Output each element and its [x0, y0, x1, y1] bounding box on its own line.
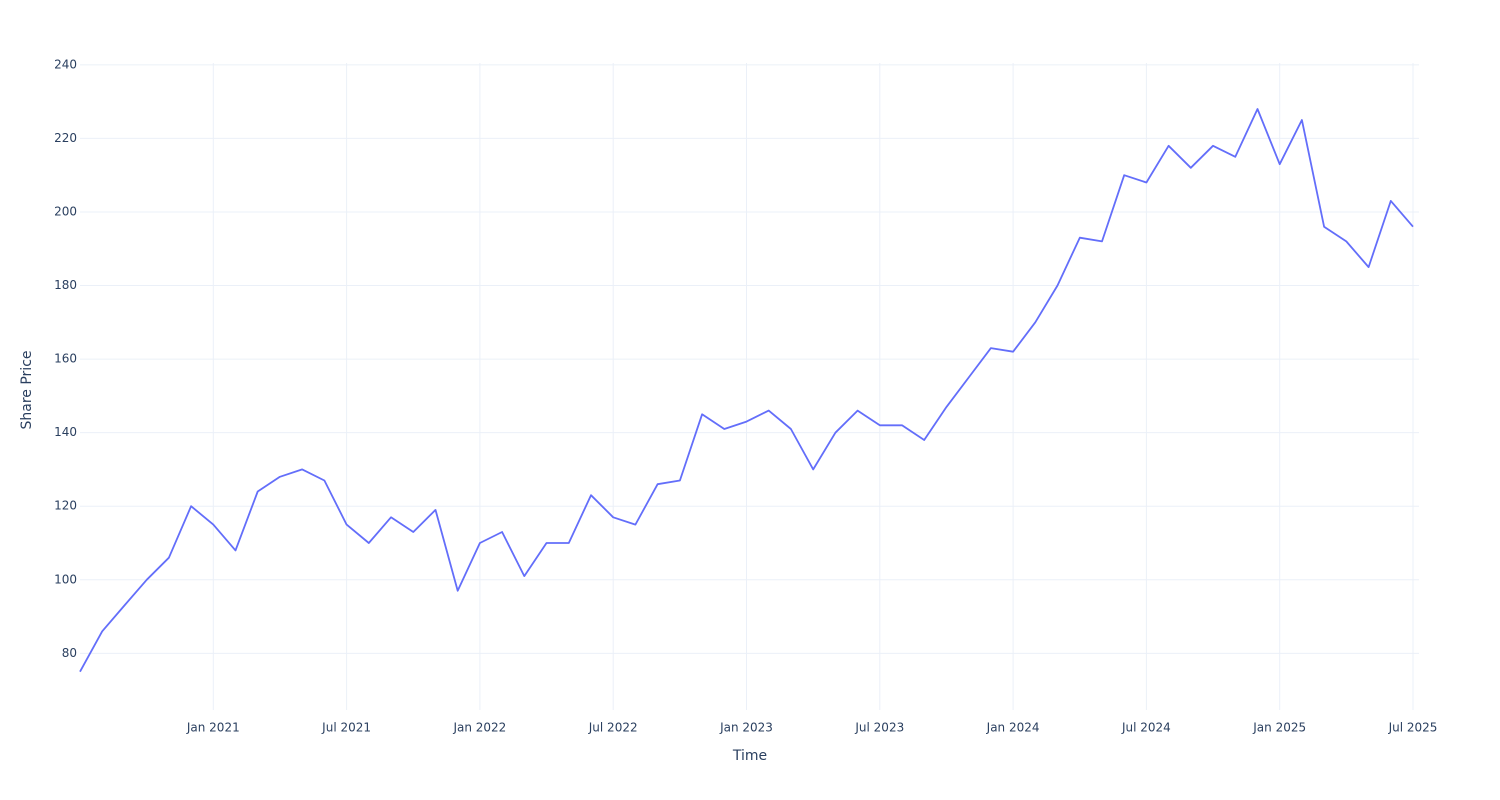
y-tick-label: 180 [54, 278, 77, 292]
x-tick-label: Jan 2022 [452, 721, 506, 735]
y-tick-label: 120 [54, 499, 77, 513]
y-axis-title: Share Price [19, 350, 35, 429]
x-tick-label: Jan 2023 [719, 721, 773, 735]
x-tick-label: Jul 2023 [854, 721, 904, 735]
y-tick-label: 200 [54, 204, 77, 218]
y-tick-label: 140 [54, 425, 77, 439]
x-tick-label: Jan 2024 [986, 721, 1040, 735]
line-series [79, 108, 1414, 673]
y-tick-label: 80 [62, 646, 77, 660]
x-axis-title: Time [732, 748, 767, 764]
y-tick-label: 240 [54, 57, 77, 71]
x-tick-label: Jul 2024 [1121, 721, 1171, 735]
y-tick-label: 100 [54, 572, 77, 586]
x-tick-label: Jul 2021 [321, 721, 371, 735]
x-tick-label: Jul 2025 [1388, 721, 1438, 735]
y-tick-label: 220 [54, 131, 77, 145]
x-tick-label: Jul 2022 [588, 721, 638, 735]
x-tick-label: Jan 2021 [186, 721, 240, 735]
y-tick-label: 160 [54, 352, 77, 366]
x-tick-label: Jan 2025 [1252, 721, 1306, 735]
